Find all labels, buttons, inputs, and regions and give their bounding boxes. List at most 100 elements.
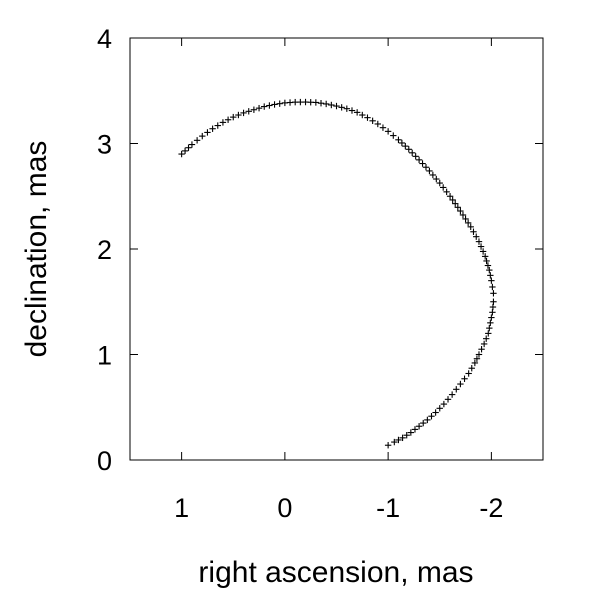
data-point [475, 351, 483, 358]
data-point [473, 355, 481, 362]
x-axis-ticks: 1 0 -1 -2 [174, 38, 503, 523]
data-point [415, 423, 423, 430]
data-point [384, 442, 392, 449]
data-point [478, 346, 485, 353]
data-point [343, 105, 351, 112]
data-point [188, 141, 196, 148]
data-point [465, 370, 472, 377]
data-point [483, 335, 490, 342]
data-point [475, 238, 483, 245]
data-point [446, 193, 454, 200]
data-point [428, 413, 435, 420]
data-point [473, 233, 480, 240]
data-point [193, 137, 201, 144]
data-point [328, 101, 335, 109]
data-point [489, 283, 496, 291]
data-points [178, 98, 497, 449]
data-point [390, 132, 397, 139]
data-point [255, 104, 263, 112]
data-point [462, 215, 469, 223]
data-point [415, 156, 423, 164]
y-tick-label: 3 [97, 130, 112, 160]
data-point [322, 100, 330, 108]
data-point [348, 107, 356, 114]
data-point [333, 102, 340, 110]
data-point [480, 340, 488, 348]
data-point [454, 204, 462, 211]
data-point [485, 330, 492, 337]
y-axis-label: declination, mas [20, 141, 53, 358]
data-point [199, 132, 206, 140]
data-point [439, 184, 447, 191]
data-point [353, 109, 361, 116]
data-point [411, 426, 419, 433]
data-point [219, 119, 227, 126]
data-point [409, 149, 416, 157]
x-axis-label: right ascension, mas [198, 556, 473, 589]
data-point [412, 153, 419, 160]
data-point [422, 164, 430, 171]
data-point [464, 219, 472, 227]
data-point [490, 290, 497, 297]
data-point [486, 324, 493, 332]
data-point [457, 207, 464, 215]
data-point [312, 99, 320, 106]
data-point [204, 129, 211, 136]
y-tick-label: 1 [97, 341, 112, 371]
data-point [364, 114, 371, 121]
data-point [488, 314, 495, 321]
data-point [443, 188, 450, 196]
data-point [245, 108, 252, 115]
data-point [467, 223, 474, 231]
data-point [209, 125, 216, 132]
x-tick-label: 0 [277, 493, 292, 523]
data-point [436, 405, 443, 412]
data-point [235, 111, 242, 119]
data-point [266, 102, 273, 109]
data-point [436, 179, 443, 187]
data-point [250, 106, 258, 113]
data-point [477, 243, 485, 250]
data-point [230, 113, 237, 121]
data-point [457, 380, 464, 388]
data-point [449, 196, 456, 204]
y-axis-ticks: 0 1 2 3 4 [97, 24, 543, 476]
data-point [453, 386, 460, 393]
data-point [338, 104, 345, 111]
x-tick-label: -1 [376, 493, 400, 523]
data-point [487, 272, 494, 279]
data-point [214, 122, 221, 129]
data-point [403, 432, 410, 439]
data-point [433, 175, 440, 183]
data-point [444, 396, 452, 403]
data-point [484, 262, 492, 269]
x-tick-label: -2 [479, 493, 503, 523]
data-point [391, 438, 398, 446]
data-point [488, 277, 495, 284]
data-point [399, 434, 406, 442]
data-point [374, 120, 381, 128]
data-point [276, 100, 283, 107]
data-point [481, 253, 489, 260]
data-point [224, 116, 232, 123]
data-point [459, 211, 467, 219]
data-point [461, 375, 468, 382]
data-point [395, 436, 402, 444]
data-point [178, 150, 185, 158]
data-point [369, 117, 376, 125]
data-point [424, 416, 431, 424]
data-point [487, 319, 494, 327]
data-point [419, 160, 426, 167]
data-point [486, 266, 493, 274]
data-point [261, 103, 268, 110]
data-point [379, 124, 387, 131]
data-point [448, 391, 456, 398]
data-point [489, 309, 496, 316]
data-point [429, 171, 437, 179]
data-point [407, 429, 415, 436]
data-point [398, 139, 406, 147]
data-point [420, 419, 427, 427]
data-point [471, 359, 479, 367]
data-point [470, 228, 477, 235]
